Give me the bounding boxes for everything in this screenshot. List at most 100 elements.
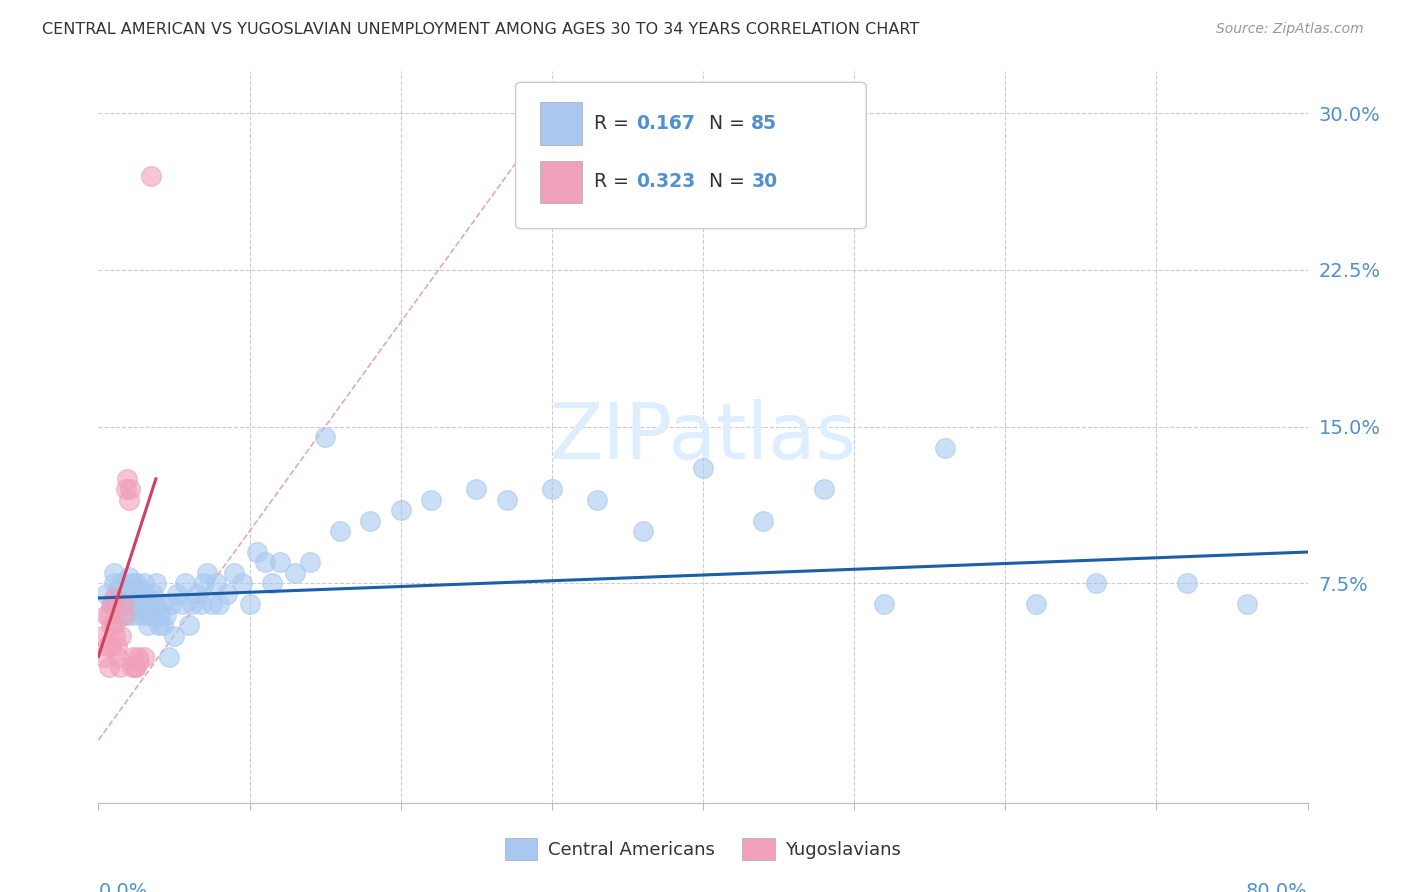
Point (465, 483, 488, 497)
Point (145, 576, 167, 591)
Point (329, 524, 352, 538)
Point (148, 618, 170, 632)
Point (96, 639, 118, 653)
Text: 30: 30 (751, 172, 778, 191)
Point (155, 607, 177, 622)
Point (150, 597, 173, 611)
Point (262, 576, 284, 591)
Text: 85: 85 (751, 114, 778, 133)
Point (752, 514, 775, 528)
Point (118, 570, 141, 584)
Point (118, 492, 141, 507)
Point (128, 654, 150, 668)
Point (186, 587, 208, 601)
Point (1175, 576, 1198, 591)
Point (105, 639, 128, 653)
Point (269, 556, 291, 570)
Point (121, 660, 143, 674)
Point (540, 483, 562, 497)
Point (495, 492, 517, 507)
Point (125, 576, 148, 591)
Point (1024, 597, 1046, 611)
Point (181, 597, 204, 611)
Point (149, 607, 172, 622)
Point (100, 639, 122, 653)
Point (104, 629, 127, 643)
Point (103, 576, 125, 591)
Point (1236, 597, 1258, 611)
Text: N =: N = (709, 172, 751, 191)
Text: Source: ZipAtlas.com: Source: ZipAtlas.com (1216, 22, 1364, 37)
Text: 0.0%: 0.0% (98, 882, 148, 892)
Point (124, 660, 146, 674)
FancyBboxPatch shape (540, 102, 582, 145)
Point (215, 587, 238, 601)
Point (115, 607, 138, 622)
Point (253, 556, 276, 570)
Point (163, 629, 186, 643)
Point (190, 597, 212, 611)
Point (125, 597, 148, 611)
Point (246, 545, 269, 559)
Point (98, 660, 121, 674)
Point (143, 597, 166, 611)
Point (110, 576, 132, 591)
Point (105, 597, 128, 611)
Text: 80.0%: 80.0% (1246, 882, 1308, 892)
Point (112, 587, 135, 601)
Point (142, 587, 165, 601)
Point (132, 649, 155, 664)
Point (170, 597, 193, 611)
Point (112, 607, 135, 622)
Point (107, 649, 129, 664)
Point (239, 597, 262, 611)
Point (107, 582, 129, 597)
Point (120, 597, 142, 611)
Point (179, 618, 201, 632)
Point (127, 649, 149, 664)
Point (193, 576, 215, 591)
Point (201, 597, 224, 611)
Point (129, 607, 152, 622)
Point (586, 492, 609, 507)
Point (103, 618, 125, 632)
Point (100, 597, 122, 611)
Point (110, 607, 132, 622)
Point (132, 576, 155, 591)
Point (934, 441, 956, 455)
Point (420, 492, 443, 507)
Point (103, 591, 125, 605)
Point (159, 649, 181, 664)
FancyBboxPatch shape (516, 82, 866, 228)
Point (114, 591, 136, 605)
Point (114, 483, 136, 497)
Point (389, 503, 412, 517)
Point (127, 591, 149, 605)
Point (231, 576, 253, 591)
Point (284, 566, 307, 580)
Point (132, 597, 155, 611)
Point (135, 607, 157, 622)
Point (1085, 576, 1108, 591)
Point (110, 629, 132, 643)
Point (224, 566, 246, 580)
Point (139, 597, 162, 611)
Point (141, 607, 163, 622)
Text: N =: N = (709, 114, 751, 133)
Point (166, 587, 188, 601)
Point (873, 597, 896, 611)
Point (631, 524, 654, 538)
Point (136, 618, 159, 632)
Text: 0.167: 0.167 (637, 114, 696, 133)
Point (160, 597, 183, 611)
Text: CENTRAL AMERICAN VS YUGOSLAVIAN UNEMPLOYMENT AMONG AGES 30 TO 34 YEARS CORRELATI: CENTRAL AMERICAN VS YUGOSLAVIAN UNEMPLOY… (42, 22, 920, 37)
Point (111, 597, 134, 611)
Point (122, 649, 145, 664)
Point (108, 591, 131, 605)
Point (692, 461, 714, 475)
Point (208, 597, 231, 611)
Text: R =: R = (595, 114, 636, 133)
Point (152, 618, 174, 632)
Point (360, 514, 382, 528)
Point (103, 566, 125, 580)
